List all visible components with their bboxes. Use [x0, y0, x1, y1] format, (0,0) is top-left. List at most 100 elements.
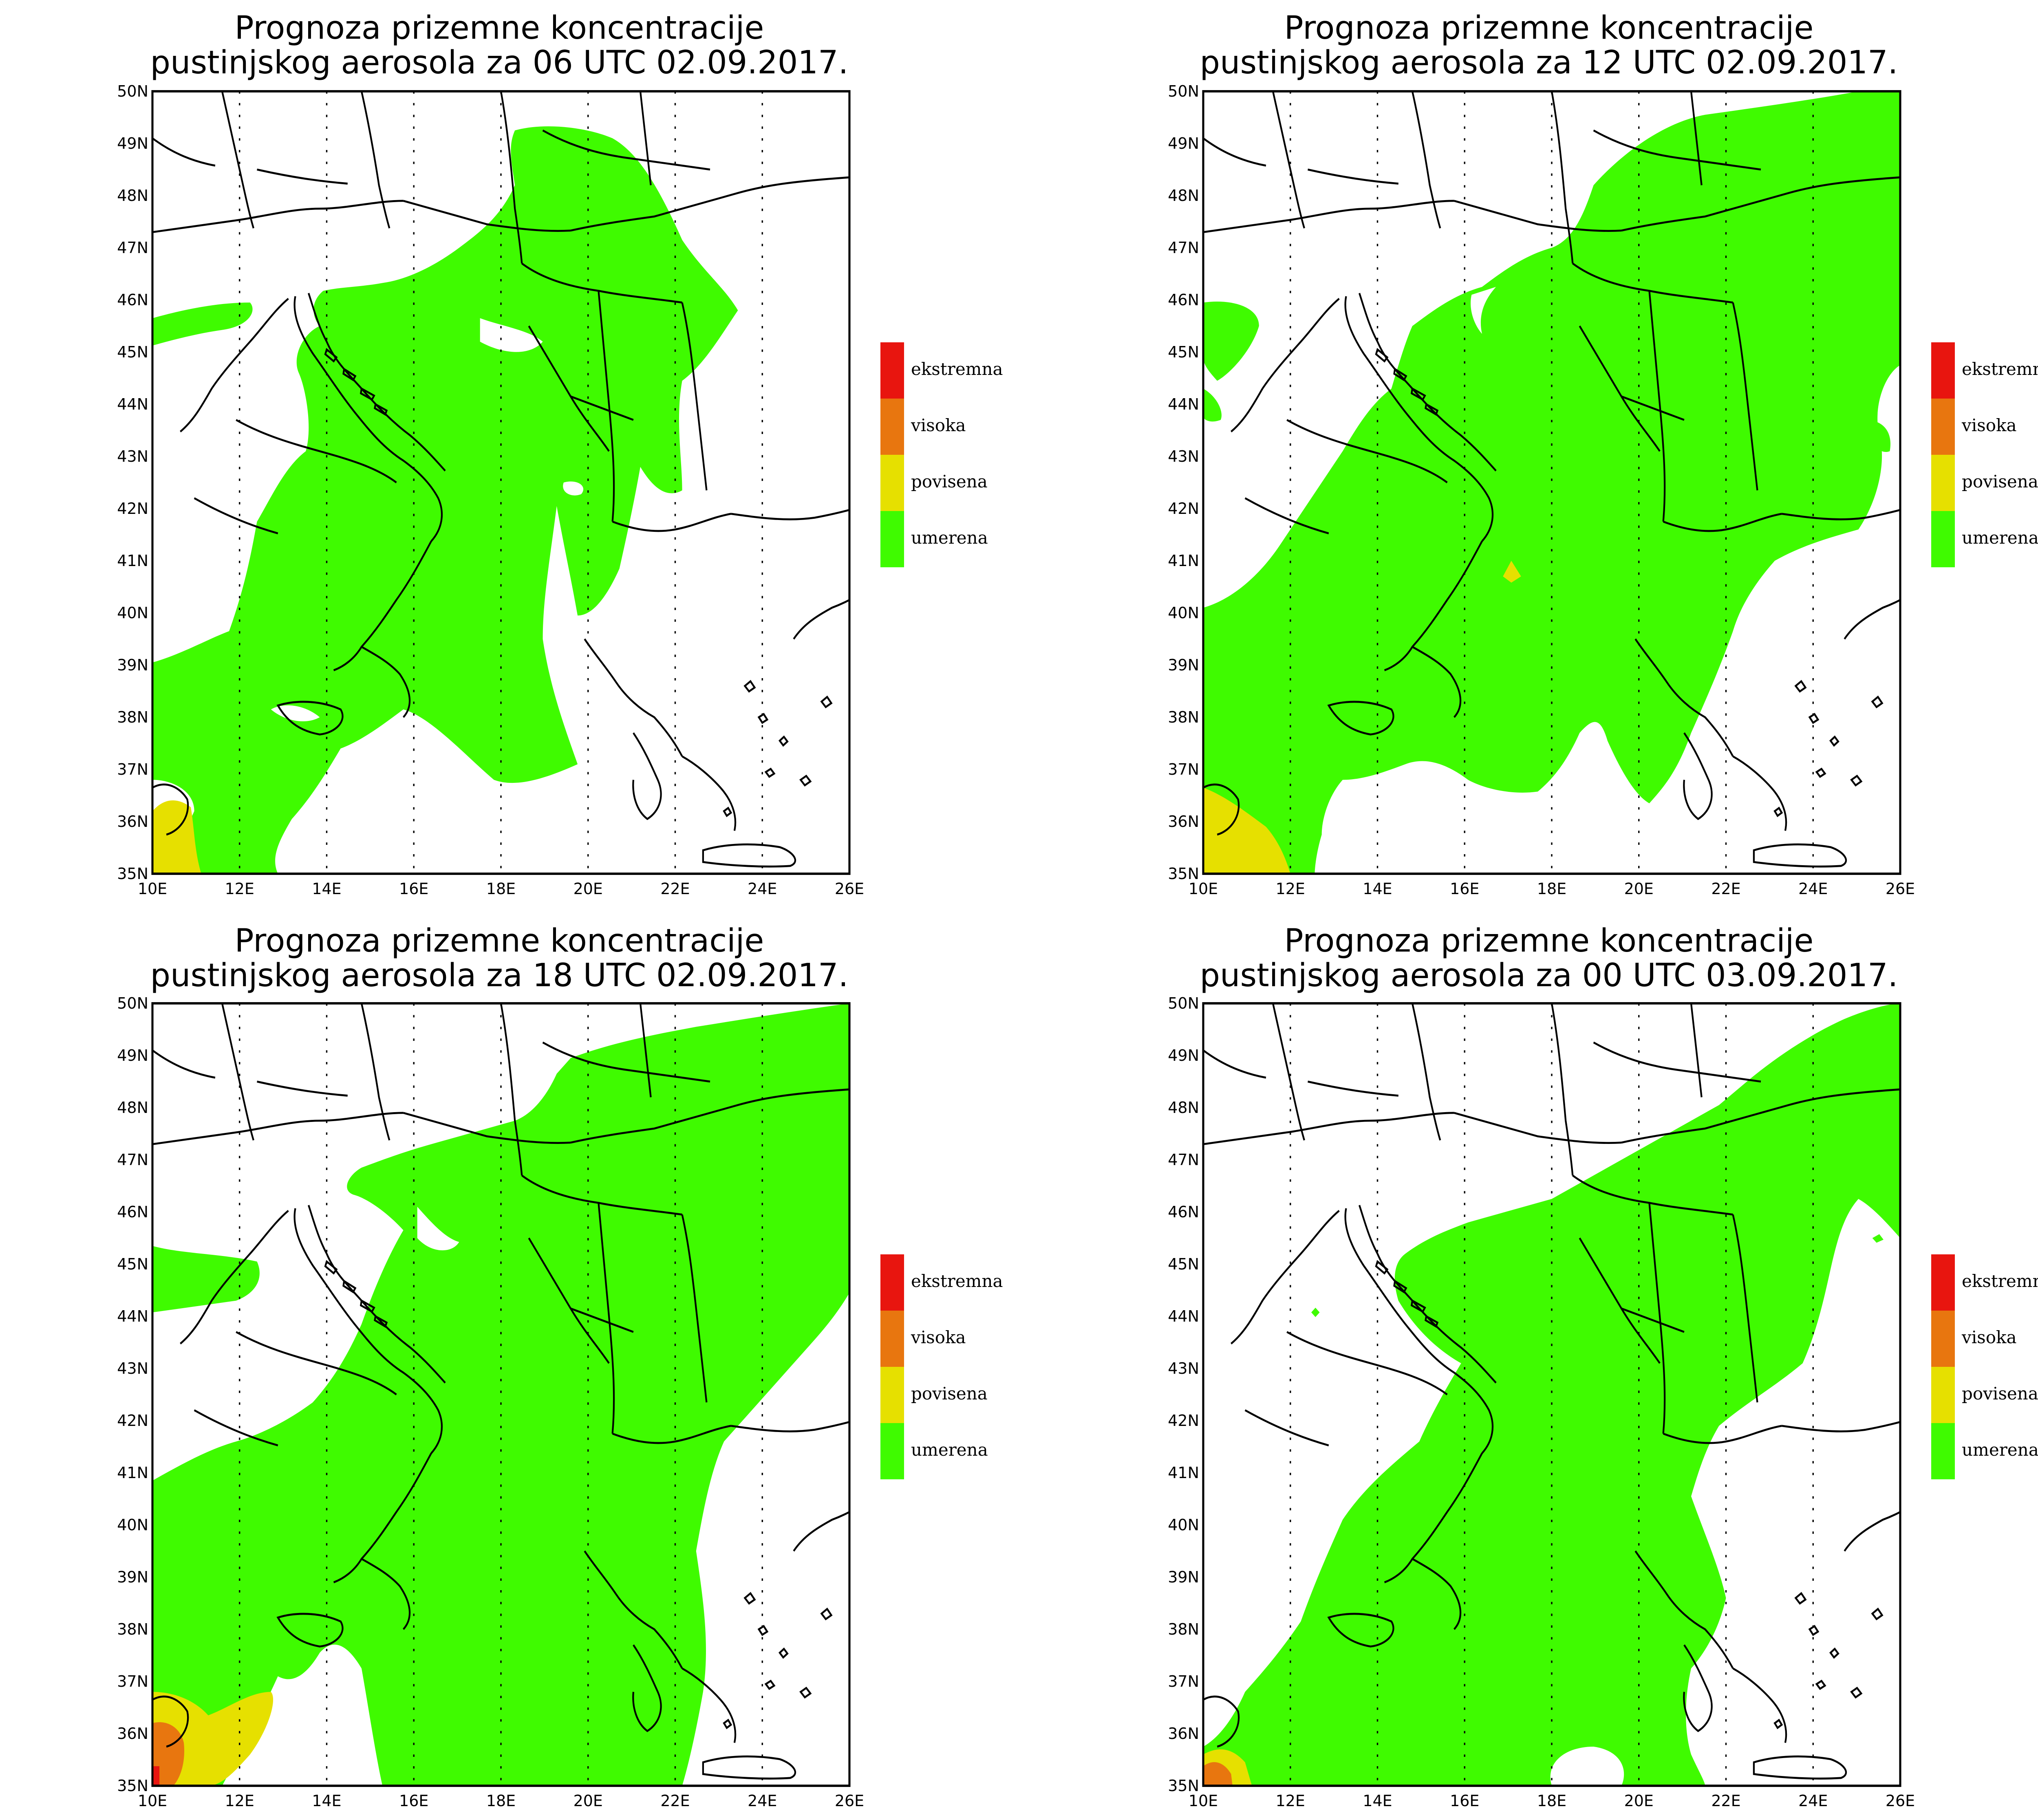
lon-tick-label: 18E — [1537, 880, 1566, 898]
legend-label: ekstremna — [911, 1271, 1003, 1291]
legend: ekstremna visoka povisena umerena — [1931, 342, 2038, 567]
legend-swatch — [880, 399, 904, 455]
lat-tick-label: 44N — [1168, 395, 1199, 413]
lon-tick-label: 14E — [1363, 880, 1392, 898]
panel-title-line2: pustinjskog aerosola za 12 UTC 02.09.201… — [1200, 44, 1898, 81]
legend-label: umerena — [1962, 1440, 2038, 1460]
lat-tick-label: 42N — [1168, 1412, 1199, 1430]
lon-tick-label: 12E — [1276, 880, 1305, 898]
lat-tick-label: 37N — [1168, 760, 1199, 778]
lat-tick-label: 43N — [1168, 1359, 1199, 1377]
lon-tick-label: 22E — [1711, 880, 1740, 898]
lat-tick-label: 49N — [117, 1047, 148, 1064]
legend-swatch — [1931, 342, 1955, 399]
lat-tick-label: 47N — [117, 1151, 148, 1169]
legend-swatch — [880, 1254, 904, 1311]
legend-label: povisena — [911, 1384, 988, 1404]
legend-swatch — [880, 455, 904, 511]
legend-swatch — [880, 1311, 904, 1367]
legend-label: visoka — [1961, 1327, 2017, 1347]
lat-tick-label: 44N — [117, 395, 148, 413]
lat-tick-label: 49N — [117, 134, 148, 152]
panel-title-line1: Prognoza prizemne koncentracije — [235, 923, 764, 959]
lat-tick-label: 41N — [117, 552, 148, 570]
lat-tick-label: 45N — [1168, 343, 1199, 361]
lat-tick-label: 40N — [117, 604, 148, 622]
lat-tick-label: 36N — [117, 813, 148, 831]
lat-tick-label: 41N — [1168, 1464, 1199, 1482]
legend-swatch — [880, 342, 904, 399]
panel-title-line1: Prognoza prizemne koncentracije — [1284, 923, 1814, 959]
lon-tick-label: 14E — [312, 1792, 341, 1810]
lat-tick-label: 38N — [1168, 1620, 1199, 1638]
lon-tick-label: 12E — [1276, 1792, 1305, 1810]
lon-tick-label: 20E — [1624, 1792, 1654, 1810]
legend-swatch — [1931, 1367, 1955, 1423]
lat-tick-label: 50N — [117, 82, 148, 100]
lon-tick-label: 16E — [1450, 1792, 1479, 1810]
axis-labels: 10E 12E 14E 16E 18E 20E 22E 24E 26E 35N 36N 37N 38N 3… — [117, 82, 1915, 1810]
lat-tick-label: 39N — [117, 656, 148, 674]
legend-swatch — [1931, 455, 1955, 511]
lat-tick-label: 39N — [1168, 1568, 1199, 1586]
dust-field-umerena — [152, 126, 738, 874]
panel-18utc: Prognoza prizemne koncentracije pustinjs… — [150, 923, 851, 1787]
lon-tick-label: 22E — [1711, 1792, 1740, 1810]
lat-tick-label: 38N — [117, 1620, 148, 1638]
dust-field-visoka — [152, 1722, 185, 1786]
legend-label: povisena — [1962, 1384, 2038, 1404]
lat-tick-label: 36N — [117, 1725, 148, 1743]
lat-tick-label: 49N — [1168, 1047, 1199, 1064]
legend-label: povisena — [1962, 472, 2038, 491]
lat-tick-label: 42N — [117, 1412, 148, 1430]
lon-tick-label: 24E — [1798, 880, 1828, 898]
legend-label: visoka — [911, 415, 966, 435]
legend-label: umerena — [911, 1440, 988, 1460]
lat-tick-label: 49N — [1168, 134, 1199, 152]
lat-tick-label: 36N — [1168, 813, 1199, 831]
lat-tick-label: 40N — [1168, 1516, 1199, 1534]
legend-swatch — [1931, 511, 1955, 567]
lon-tick-label: 18E — [486, 1792, 516, 1810]
legend: ekstremna visoka povisena umerena — [880, 342, 1003, 567]
legend-label: povisena — [911, 472, 988, 491]
lat-tick-label: 37N — [117, 1672, 148, 1690]
dust-field-povisena — [152, 800, 201, 874]
map-area — [151, 1002, 851, 1787]
lat-tick-label: 39N — [1168, 656, 1199, 674]
lat-tick-label: 43N — [117, 447, 148, 465]
legend-label: visoka — [911, 1327, 966, 1347]
panel-title-line2: pustinjskog aerosola za 18 UTC 02.09.201… — [150, 957, 849, 994]
lat-tick-label: 45N — [117, 1255, 148, 1273]
lon-tick-label: 24E — [748, 880, 777, 898]
panel-title-line1: Prognoza prizemne koncentracije — [1284, 10, 1814, 46]
legend-swatch — [880, 511, 904, 567]
lat-tick-label: 38N — [1168, 708, 1199, 726]
lat-tick-label: 42N — [117, 500, 148, 518]
lat-tick-label: 40N — [1168, 604, 1199, 622]
lat-tick-label: 35N — [117, 1777, 148, 1795]
lat-tick-label: 35N — [1168, 1777, 1199, 1795]
lat-tick-label: 48N — [117, 187, 148, 205]
legend-label: visoka — [1961, 415, 2017, 435]
lon-tick-label: 10E — [138, 1792, 167, 1810]
legend-swatch — [880, 1367, 904, 1423]
legend-swatch — [1931, 1423, 1955, 1479]
lon-tick-label: 26E — [1886, 1792, 1915, 1810]
lat-tick-label: 43N — [1168, 447, 1199, 465]
lat-tick-label: 45N — [1168, 1255, 1199, 1273]
panel-12utc: Prognoza prizemne koncentracije pustinjs… — [1200, 10, 1901, 875]
lon-tick-label: 26E — [1886, 880, 1915, 898]
legend-swatch — [1931, 1254, 1955, 1311]
dust-field-povisena — [1203, 787, 1290, 874]
lat-tick-label: 39N — [117, 1568, 148, 1586]
legend-swatch — [1931, 399, 1955, 455]
lon-tick-label: 24E — [1798, 1792, 1828, 1810]
lat-tick-label: 38N — [117, 708, 148, 726]
lon-tick-label: 24E — [748, 1792, 777, 1810]
dust-field-visoka — [1203, 1762, 1233, 1786]
legend: ekstremna visoka povisena umerena — [880, 1254, 1003, 1479]
lat-tick-label: 42N — [1168, 500, 1199, 518]
lon-tick-label: 18E — [486, 880, 516, 898]
